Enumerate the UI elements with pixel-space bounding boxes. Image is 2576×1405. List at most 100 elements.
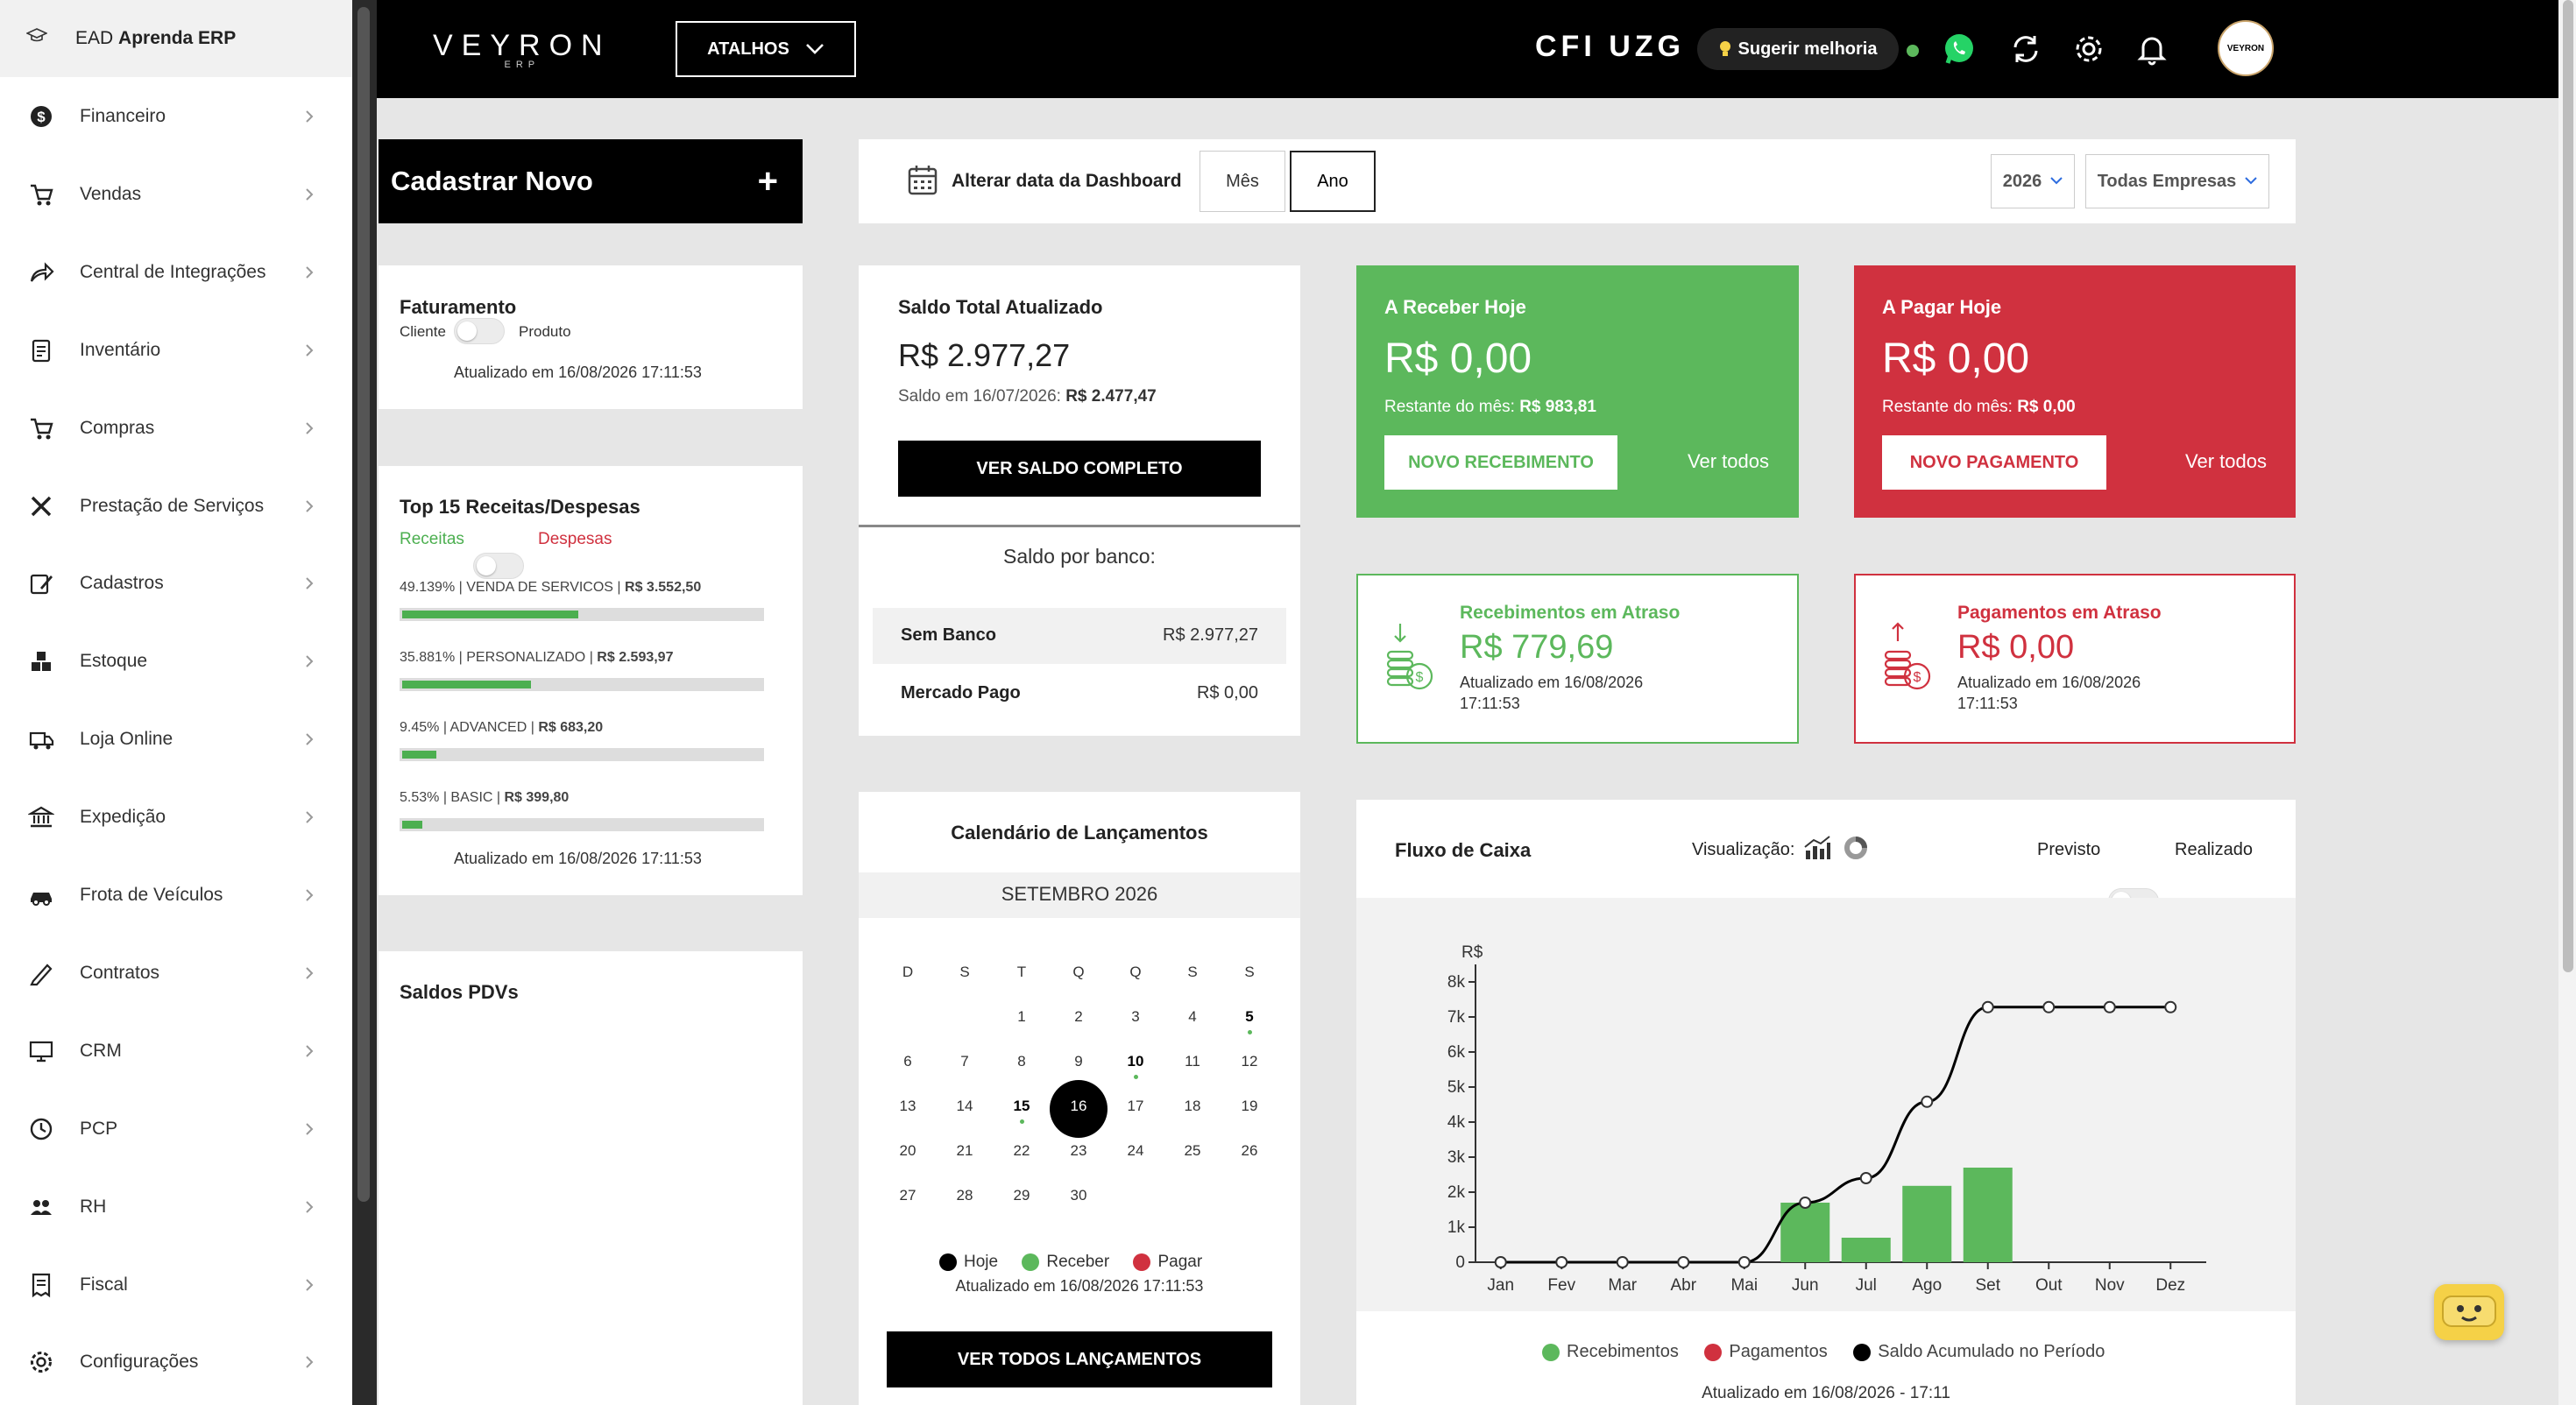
calendar-day[interactable]: 26 (1241, 1142, 1258, 1159)
suggest-improvement-button[interactable]: Sugerir melhoria (1697, 28, 1899, 70)
calendar-day[interactable]: 11 (1185, 1053, 1200, 1070)
calendar-day[interactable]: 1 (1017, 1008, 1026, 1025)
top15-item-value: R$ 399,80 (504, 790, 570, 805)
sidebar-item-label: RH (80, 1196, 107, 1217)
calendar-month[interactable]: SETEMBRO 2026 (1001, 883, 1158, 905)
bar-recebimentos (1902, 1185, 1952, 1262)
view-full-balance-button[interactable]: VER SALDO COMPLETO (898, 441, 1261, 497)
calendar-day[interactable]: 22 (1013, 1142, 1030, 1159)
previous-balance: Saldo em 16/07/2026: R$ 2.477,47 (898, 387, 1157, 406)
calendar-day[interactable]: 7 (960, 1053, 969, 1070)
veyron-logo[interactable]: VEYRON ERP (433, 30, 612, 70)
refresh-icon[interactable] (2008, 32, 2043, 67)
sidebar-item-prestacao-de-servicos[interactable]: Prestação de Serviços (0, 480, 352, 533)
y-tick-label: 5k (1447, 1078, 1466, 1097)
register-new-button[interactable]: Cadastrar Novo + (379, 139, 803, 223)
month-button[interactable]: Mês (1200, 151, 1285, 212)
sidebar-item-inventario[interactable]: Inventário (0, 324, 352, 377)
sidebar-item-estoque[interactable]: Estoque (0, 635, 352, 688)
sidebar-top-ead[interactable]: EAD Aprenda ERP (0, 0, 352, 77)
sidebar-item-loja-online[interactable]: Loja Online (0, 713, 352, 766)
sidebar-item-fiscal[interactable]: Fiscal (0, 1259, 352, 1311)
payable-view-all-link[interactable]: Ver todos (2185, 450, 2267, 472)
new-receipt-button[interactable]: NOVO RECEBIMENTO (1384, 435, 1617, 490)
chat-widget-button[interactable] (2434, 1284, 2504, 1340)
total-balance-title: Saldo Total Atualizado (898, 296, 1103, 318)
sidebar-item-crm[interactable]: CRM (0, 1025, 352, 1077)
calendar-day[interactable]: 2 (1074, 1008, 1083, 1025)
company-select[interactable]: Todas Empresas (2085, 154, 2269, 208)
calendar-day[interactable]: 18 (1184, 1098, 1201, 1114)
sidebar-item-rh[interactable]: RH (0, 1181, 352, 1233)
calendar-day[interactable]: 3 (1131, 1008, 1140, 1025)
new-payment-button[interactable]: NOVO PAGAMENTO (1882, 435, 2106, 490)
payable-today-value: R$ 0,00 (1882, 335, 2030, 382)
calendar-day[interactable]: 9 (1074, 1053, 1083, 1070)
company-code[interactable]: CFI UZG (1535, 30, 1685, 63)
calendar-day[interactable]: 6 (903, 1053, 912, 1070)
calendar-day[interactable]: 17 (1127, 1098, 1144, 1114)
overdue-receipts-card[interactable] (1356, 574, 1799, 744)
sidebar-item-compras[interactable]: Compras (0, 402, 352, 455)
calendar-day[interactable]: 14 (956, 1098, 973, 1114)
bar-chart-icon[interactable] (1803, 835, 1831, 861)
year-select[interactable]: 2026 (1991, 154, 2075, 208)
sidebar-item-vendas[interactable]: Vendas (0, 168, 352, 221)
calendar-day[interactable]: 25 (1184, 1142, 1201, 1159)
billing-title: Faturamento (400, 296, 517, 318)
view-all-entries-button[interactable]: VER TODOS LANÇAMENTOS (887, 1331, 1272, 1387)
calendar-day[interactable]: 5 (1245, 1008, 1254, 1025)
billing-toggle[interactable] (454, 318, 505, 344)
year-button[interactable]: Ano (1290, 151, 1376, 212)
top15-toggle[interactable] (473, 553, 524, 579)
calendar-day[interactable]: 23 (1070, 1142, 1087, 1159)
calendar-day[interactable]: 10 (1127, 1053, 1144, 1070)
calendar-day[interactable]: 28 (956, 1187, 973, 1204)
calendar-day[interactable]: 16 (1070, 1098, 1087, 1114)
whatsapp-icon[interactable] (1942, 32, 1977, 67)
calendar-day[interactable]: 24 (1127, 1142, 1144, 1159)
calendar-day[interactable]: 21 (956, 1142, 973, 1159)
sidebar-item-expedicao[interactable]: Expedição (0, 791, 352, 844)
y-tick-label: 7k (1447, 1008, 1466, 1027)
calendar-day[interactable]: 20 (899, 1142, 916, 1159)
top15-item: 35.881% | PERSONALIZADO | R$ 2.593,97 (400, 650, 674, 665)
x-tick-label: Nov (2095, 1276, 2125, 1295)
top15-item: 9.45% | ADVANCED | R$ 683,20 (400, 720, 604, 735)
sidebar-item-contratos[interactable]: Contratos (0, 947, 352, 999)
sidebar (0, 0, 352, 1405)
sidebar-item-central-de-integracoes[interactable]: Central de Integrações (0, 246, 352, 299)
calendar-day[interactable]: 12 (1241, 1053, 1258, 1070)
top15-item: 5.53% | BASIC | R$ 399,80 (400, 790, 570, 805)
sidebar-item-pcp[interactable]: PCP (0, 1103, 352, 1155)
bar-recebimentos (1963, 1168, 2013, 1262)
overdue-payments-card[interactable] (1854, 574, 2296, 744)
calendar-day[interactable]: 13 (899, 1098, 916, 1114)
calendar-day[interactable]: 19 (1241, 1098, 1258, 1114)
top15-item: 49.139% | VENDA DE SERVICOS | R$ 3.552,5… (400, 580, 702, 595)
chevron-right-icon (306, 421, 314, 434)
suggest-label: Sugerir melhoria (1737, 39, 1878, 59)
sidebar-item-configuracoes[interactable]: Configurações (0, 1336, 352, 1388)
page-scroll-thumb[interactable] (2563, 0, 2573, 972)
donut-chart-icon[interactable] (1844, 836, 1868, 860)
calendar-day[interactable]: 8 (1017, 1053, 1026, 1070)
sidebar-item-frota-de-veiculos[interactable]: Frota de Veículos (0, 869, 352, 921)
calendar-day[interactable]: 29 (1013, 1187, 1030, 1204)
sidebar-scroll-thumb[interactable] (357, 7, 370, 1202)
cart-icon (26, 180, 56, 209)
calendar-day[interactable]: 4 (1188, 1008, 1197, 1025)
sidebar-item-cadastros[interactable]: Cadastros (0, 557, 352, 610)
shortcuts-dropdown[interactable]: ATALHOS (676, 21, 856, 77)
calendar-day[interactable]: 27 (899, 1187, 916, 1204)
user-avatar[interactable]: VEYRON (2218, 20, 2274, 76)
receivable-view-all-link[interactable]: Ver todos (1688, 450, 1769, 472)
sidebar-item-financeiro[interactable]: $ Financeiro (0, 90, 352, 143)
calendar-day[interactable]: 15 (1013, 1098, 1030, 1114)
x-tick-label: Ago (1912, 1276, 1942, 1295)
legend-pay-label: Pagar (1157, 1253, 1203, 1271)
gear-icon[interactable] (2071, 32, 2106, 67)
y-tick-label: 2k (1447, 1183, 1466, 1202)
calendar-day[interactable]: 30 (1070, 1187, 1087, 1204)
bell-icon[interactable] (2134, 32, 2169, 67)
